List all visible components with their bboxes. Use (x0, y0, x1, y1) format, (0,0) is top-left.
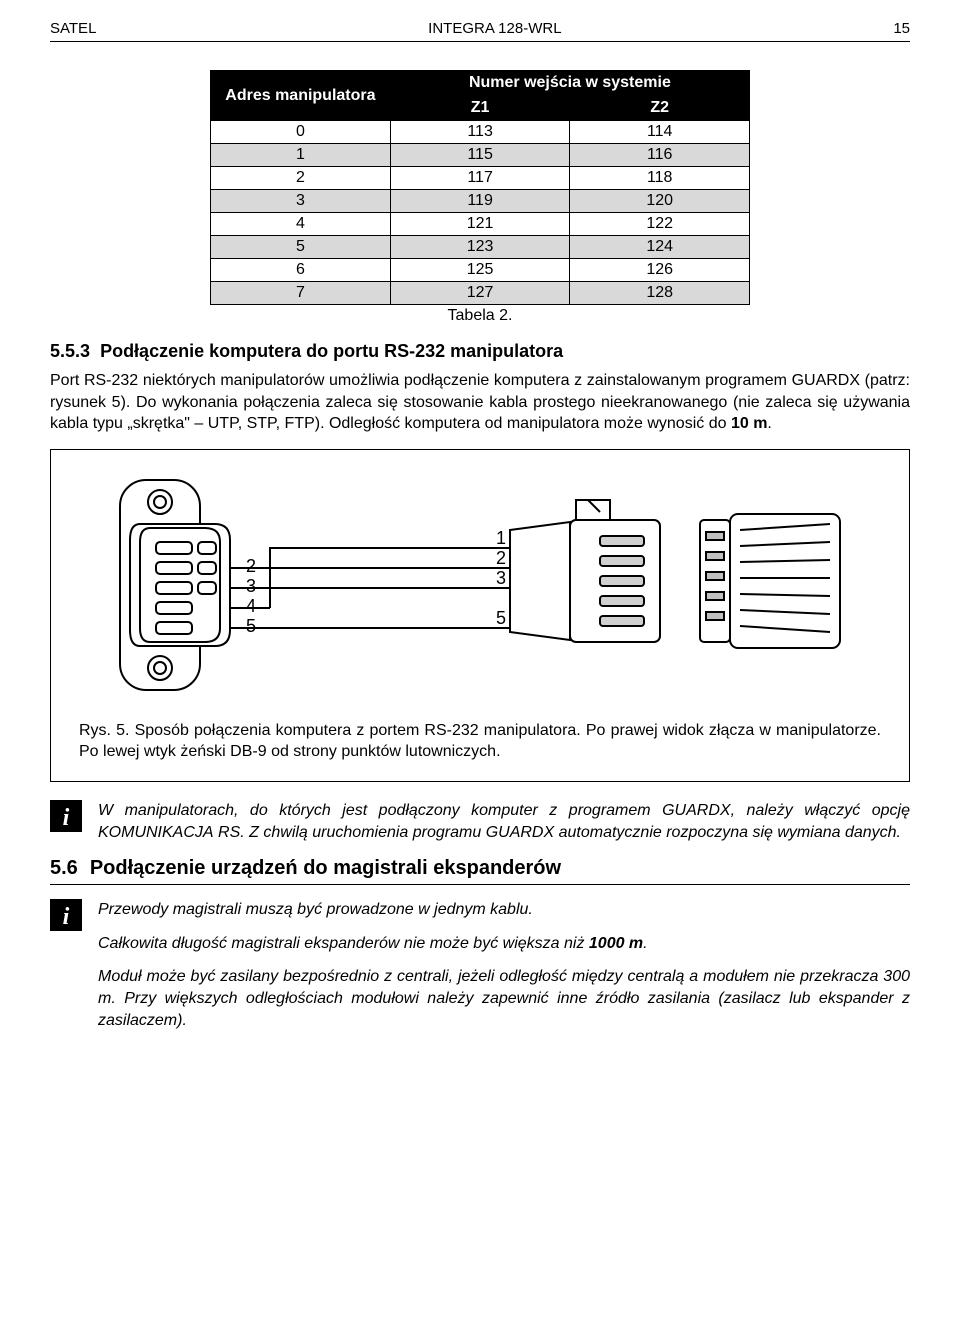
table-row: 6125126 (211, 259, 750, 282)
th-adres: Adres manipulatora (211, 71, 391, 121)
pin-label: 1 (496, 528, 506, 548)
table-row: 1115116 (211, 144, 750, 167)
connector-diagram: 2 3 4 5 1 2 3 5 (100, 470, 860, 700)
header-rule (50, 41, 910, 42)
section-56-title: Podłączenie urządzeń do magistrali ekspa… (90, 857, 561, 880)
header-right: 15 (893, 20, 910, 37)
figure-caption: Rys. 5. Sposób połączenia komputera z po… (79, 720, 881, 763)
info-text: W manipulatorach, do których jest podłąc… (98, 800, 910, 843)
table-row: 0113114 (211, 121, 750, 144)
pin-label: 3 (496, 568, 506, 588)
table-caption: Tabela 2. (50, 307, 910, 325)
pin-label: 5 (246, 616, 256, 636)
info-icon: i (50, 800, 82, 843)
info-note-1: i W manipulatorach, do których jest podł… (50, 800, 910, 843)
section-553-title: 5.5.3 Podłączenie komputera do portu RS-… (50, 341, 910, 362)
pin-label: 2 (496, 548, 506, 568)
info-text: Przewody magistrali muszą być prowadzone… (98, 899, 910, 1031)
header-left: SATEL (50, 20, 96, 37)
table-row: 7127128 (211, 282, 750, 305)
address-table: Adres manipulatora Numer wejścia w syste… (210, 70, 750, 305)
th-z2: Z2 (570, 96, 750, 121)
th-numer: Numer wejścia w systemie (390, 71, 749, 96)
section-56-heading: 5.6 Podłączenie urządzeń do magistrali e… (50, 857, 910, 885)
pin-label: 4 (246, 596, 256, 616)
pin-label: 2 (246, 556, 256, 576)
svg-text:i: i (63, 904, 70, 930)
section-553-body: Port RS-232 niektórych manipulatorów umo… (50, 370, 910, 435)
figure-5-box: 2 3 4 5 1 2 3 5 (50, 449, 910, 782)
section-56-number: 5.6 (50, 857, 78, 880)
table-row: 3119120 (211, 190, 750, 213)
table-row: 4121122 (211, 213, 750, 236)
info-note-2: i Przewody magistrali muszą być prowadzo… (50, 899, 910, 1031)
th-z1: Z1 (390, 96, 570, 121)
pin-label: 5 (496, 608, 506, 628)
info-icon: i (50, 899, 82, 1031)
table-row: 2117118 (211, 167, 750, 190)
pin-label: 3 (246, 576, 256, 596)
header-center: INTEGRA 128-WRL (428, 20, 561, 37)
svg-text:i: i (63, 805, 70, 831)
page-header: SATEL INTEGRA 128-WRL 15 (50, 20, 910, 37)
table-row: 5123124 (211, 236, 750, 259)
